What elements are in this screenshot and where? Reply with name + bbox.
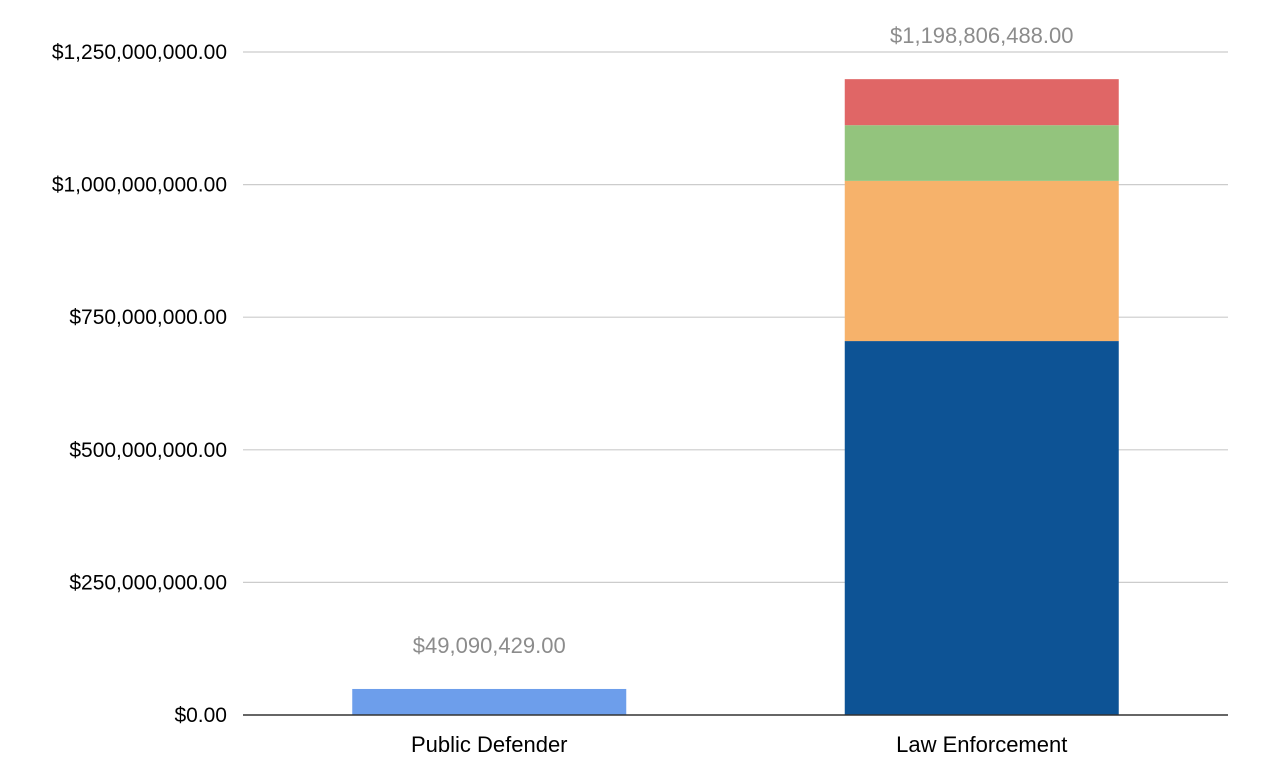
bar-segment: [844, 79, 1119, 126]
y-axis-tick-labels: $0.00 $250,000,000.00 $500,000,000.00 $750,…: [52, 41, 227, 727]
total-data-label: $49,090,429.00: [413, 633, 566, 658]
y-tick-label: $250,000,000.00: [69, 571, 227, 594]
y-tick-label: $0.00: [174, 704, 227, 727]
y-tick-label: $500,000,000.00: [69, 439, 227, 462]
bar-segment: [844, 341, 1119, 715]
bar-total-labels: $49,090,429.00 $1,198,806,488.00: [413, 23, 1074, 658]
bar-segments: [352, 79, 1119, 715]
y-tick-label: $1,250,000,000.00: [52, 41, 227, 64]
bar-segment: [352, 688, 627, 715]
x-axis-category-labels: Public Defender Law Enforcement: [411, 732, 1067, 757]
bar-segment: [844, 125, 1119, 181]
category-label: Public Defender: [411, 732, 568, 757]
y-tick-label: $1,000,000,000.00: [52, 174, 227, 197]
bar-segment: [844, 180, 1119, 342]
total-data-label: $1,198,806,488.00: [890, 23, 1074, 48]
y-tick-label: $750,000,000.00: [69, 306, 227, 329]
category-label: Law Enforcement: [896, 732, 1067, 757]
